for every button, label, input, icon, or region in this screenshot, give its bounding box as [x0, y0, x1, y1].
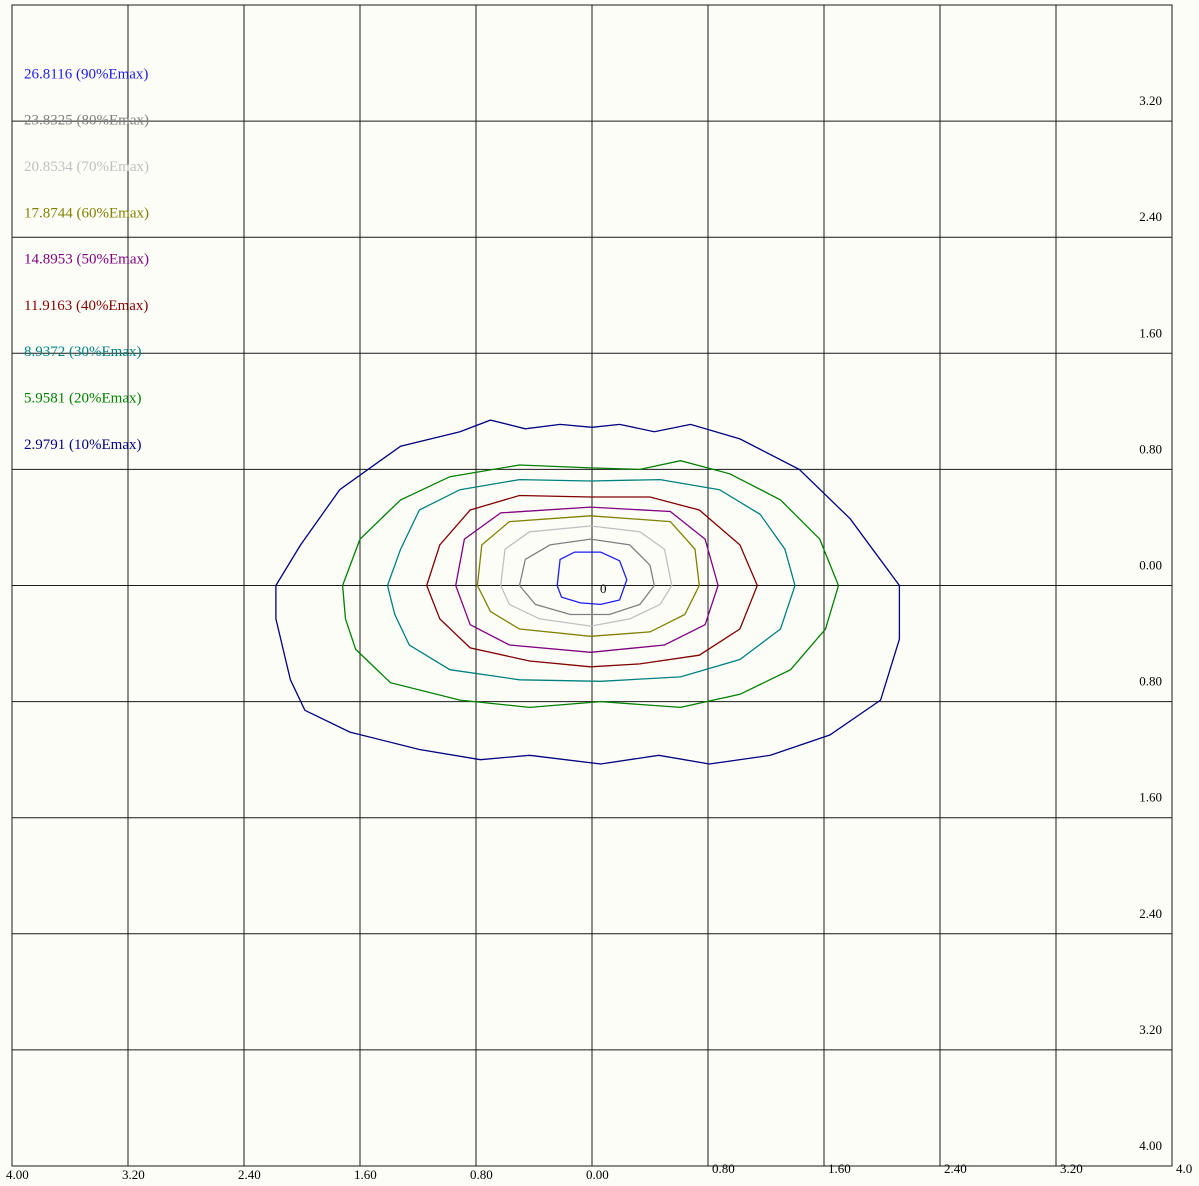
origin-label: 0 — [600, 581, 607, 596]
contour-line — [275, 419, 901, 765]
y-tick-label: 0.00 — [1139, 557, 1162, 572]
x-tick-label: 2.40 — [944, 1161, 967, 1176]
legend-label: 20.8534 (70%Emax) — [24, 159, 149, 175]
y-tick-label: 0.80 — [1139, 441, 1162, 456]
y-tick-label: 1.60 — [1139, 790, 1162, 805]
y-tick-label: 2.40 — [1139, 906, 1162, 921]
y-tick-label: 0.80 — [1139, 674, 1162, 689]
x-tick-label: 1.60 — [354, 1167, 377, 1182]
x-tick-label: 4.00 — [6, 1167, 29, 1182]
x-tick-label: 0.00 — [586, 1167, 609, 1182]
x-tick-label: 1.60 — [828, 1161, 851, 1176]
x-tick-label: 0.80 — [712, 1161, 735, 1176]
y-tick-label: 2.40 — [1139, 209, 1162, 224]
y-tick-label: 3.20 — [1139, 93, 1162, 108]
legend-label: 17.8744 (60%Emax) — [24, 205, 149, 221]
contour-line — [556, 551, 628, 606]
contour-line — [386, 478, 796, 682]
legend-label: 8.9372 (30%Emax) — [24, 344, 141, 360]
contour-line — [341, 460, 840, 709]
contour-line — [476, 515, 700, 637]
legend-label: 2.9791 (10%Emax) — [24, 437, 141, 453]
legend-label: 23.8325 (80%Emax) — [24, 113, 149, 129]
contour-line — [426, 494, 759, 668]
y-tick-label: 4.00 — [1139, 1138, 1162, 1153]
x-tick-label: 3.20 — [122, 1167, 145, 1182]
x-tick-label: 0.80 — [470, 1167, 493, 1182]
legend-label: 11.9163 (40%Emax) — [24, 298, 148, 314]
y-tick-label: 1.60 — [1139, 325, 1162, 340]
x-tick-label: 3.20 — [1060, 1161, 1083, 1176]
legend-label: 14.8953 (50%Emax) — [24, 252, 149, 268]
legend-label: 5.9581 (20%Emax) — [24, 391, 141, 407]
contour-line — [500, 525, 673, 627]
contour-line — [518, 538, 655, 616]
contour-line — [455, 506, 719, 653]
x-tick-label: 2.40 — [238, 1167, 261, 1182]
legend-label: 26.8116 (90%Emax) — [24, 66, 148, 82]
x-tick-label: 4.0 — [1176, 1161, 1192, 1176]
y-tick-label: 3.20 — [1139, 1022, 1162, 1037]
